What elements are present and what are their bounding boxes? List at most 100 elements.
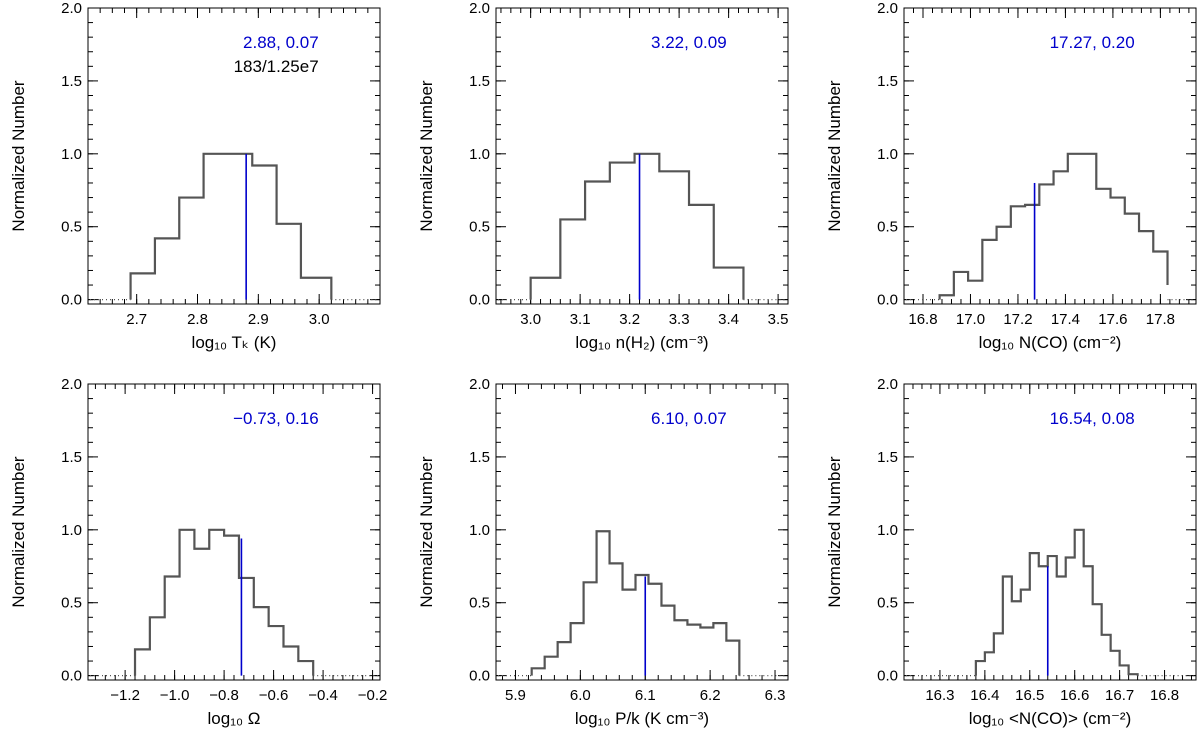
x-tick-label: 17.0 [956, 311, 985, 328]
y-axis-label: Normalized Number [417, 80, 436, 231]
y-tick-label: 0.5 [877, 219, 898, 236]
x-tick-label: 17.6 [1098, 311, 1127, 328]
y-tick-label: 0.5 [61, 219, 82, 236]
y-tick-label: 0.5 [61, 595, 82, 612]
plot-frame [903, 383, 1197, 681]
y-tick-label: 2.0 [877, 0, 898, 17]
histogram-panel-2: 0.0 0.5 1.0 1.5 2.0 3.0 3.1 3.2 3.3 3.4 3.5 3.22, 0… [417, 0, 789, 352]
x-tick-label: −1.2 [110, 687, 140, 704]
x-axis-label: log₁₀ P/k (K cm⁻³) [575, 709, 709, 728]
histogram-steps [529, 152, 745, 300]
x-tick-label: −0.4 [308, 687, 338, 704]
x-tick-label: 2.9 [248, 311, 269, 328]
histogram-steps [938, 152, 1169, 300]
x-tick-label: 3.5 [768, 311, 789, 328]
plot-frame [903, 7, 1197, 305]
x-tick-label: −0.8 [209, 687, 239, 704]
stat-label: −0.73, 0.16 [233, 409, 319, 428]
y-tick-label: 1.0 [877, 146, 898, 163]
y-tick-label: 0.0 [877, 292, 898, 309]
plot-frame [87, 7, 381, 305]
y-axis-label: Normalized Number [417, 456, 436, 607]
histogram-steps [974, 528, 1139, 676]
x-tick-label: 17.4 [1051, 311, 1080, 328]
histogram-steps [530, 530, 741, 676]
plot-frame [87, 383, 381, 681]
stat-label: 2.88, 0.07 [243, 33, 319, 52]
x-tick-label: 3.3 [669, 311, 690, 328]
x-tick-label: 2.8 [187, 311, 208, 328]
x-axis-label: log₁₀ N(CO) (cm⁻²) [979, 333, 1122, 352]
histogram-steps [133, 528, 315, 676]
x-tick-label: 16.5 [1015, 687, 1044, 704]
x-axis-label: log₁₀ n(H₂) (cm⁻³) [575, 333, 708, 352]
stat-label: 3.22, 0.09 [651, 33, 727, 52]
x-tick-label: 3.0 [309, 311, 330, 328]
x-tick-label: 6.2 [700, 687, 721, 704]
x-tick-label: 3.1 [570, 311, 591, 328]
y-tick-label: 1.0 [469, 522, 490, 539]
histogram-panel-1: 0.0 0.5 1.0 1.5 2.0 2.7 2.8 2.9 3.0 2.88, 0.07 183… [9, 0, 381, 352]
histogram-panel-3: 0.0 0.5 1.0 1.5 2.0 16.8 17.0 17.2 17.4 17.6 17.8 1… [825, 0, 1197, 352]
y-tick-label: 1.0 [469, 146, 490, 163]
x-tick-label: 17.8 [1146, 311, 1175, 328]
x-tick-label: −0.2 [358, 687, 388, 704]
y-axis-label: Normalized Number [825, 80, 844, 231]
x-tick-label: 3.0 [520, 311, 541, 328]
x-tick-label: 5.9 [505, 687, 526, 704]
x-axis-label: log₁₀ Ω [208, 709, 261, 728]
x-tick-label: −0.6 [259, 687, 289, 704]
note-label: 183/1.25e7 [234, 57, 319, 76]
stat-label: 17.27, 0.20 [1050, 33, 1135, 52]
plot-frame [495, 7, 789, 305]
y-axis-label: Normalized Number [9, 80, 28, 231]
y-tick-label: 1.0 [877, 522, 898, 539]
x-tick-label: 3.4 [718, 311, 739, 328]
x-tick-label: −1.0 [160, 687, 190, 704]
y-tick-label: 1.5 [877, 73, 898, 90]
stat-label: 16.54, 0.08 [1050, 409, 1135, 428]
y-axis-label: Normalized Number [825, 456, 844, 607]
x-tick-label: 16.7 [1105, 687, 1134, 704]
y-tick-label: 2.0 [469, 0, 490, 17]
x-tick-label: 16.4 [970, 687, 999, 704]
y-tick-label: 0.0 [469, 668, 490, 685]
y-tick-label: 2.0 [877, 376, 898, 393]
y-tick-label: 1.0 [61, 522, 82, 539]
stat-label: 6.10, 0.07 [651, 409, 727, 428]
y-tick-label: 1.5 [61, 449, 82, 466]
y-tick-label: 0.5 [469, 595, 490, 612]
y-tick-label: 1.5 [877, 449, 898, 466]
y-tick-label: 2.0 [469, 376, 490, 393]
y-tick-label: 2.0 [61, 376, 82, 393]
x-tick-label: 6.1 [635, 687, 656, 704]
y-tick-label: 0.5 [877, 595, 898, 612]
histogram-panel-6: 0.0 0.5 1.0 1.5 2.0 16.3 16.4 16.5 16.6 16.7 16.8 1… [825, 376, 1197, 728]
histogram-panel-4: 0.0 0.5 1.0 1.5 2.0 −1.2 −1.0 −0.8 −0.6 −0.4 −0.2 −… [9, 376, 387, 728]
histogram-steps [129, 152, 333, 300]
y-tick-label: 1.5 [61, 73, 82, 90]
x-tick-label: 16.3 [925, 687, 954, 704]
x-tick-label: 16.6 [1060, 687, 1089, 704]
y-tick-label: 0.0 [877, 668, 898, 685]
x-tick-label: 6.0 [570, 687, 591, 704]
x-tick-label: 16.8 [908, 311, 937, 328]
y-tick-label: 2.0 [61, 0, 82, 17]
x-tick-label: 3.2 [619, 311, 640, 328]
y-tick-label: 1.5 [469, 73, 490, 90]
y-tick-label: 0.0 [61, 668, 82, 685]
y-tick-label: 1.0 [61, 146, 82, 163]
plot-frame [495, 383, 789, 681]
x-tick-label: 6.3 [765, 687, 786, 704]
y-axis-label: Normalized Number [9, 456, 28, 607]
x-tick-label: 2.7 [126, 311, 147, 328]
x-axis-label: log₁₀ <N(CO)> (cm⁻²) [969, 709, 1132, 728]
y-tick-label: 0.5 [469, 219, 490, 236]
x-tick-label: 16.8 [1150, 687, 1179, 704]
x-axis-label: log₁₀ Tₖ (K) [192, 333, 277, 352]
y-tick-label: 0.0 [61, 292, 82, 309]
y-tick-label: 1.5 [469, 449, 490, 466]
x-tick-label: 17.2 [1003, 311, 1032, 328]
histogram-panel-5: 0.0 0.5 1.0 1.5 2.0 5.9 6.0 6.1 6.2 6.3 6.10, 0.07… [417, 376, 789, 728]
